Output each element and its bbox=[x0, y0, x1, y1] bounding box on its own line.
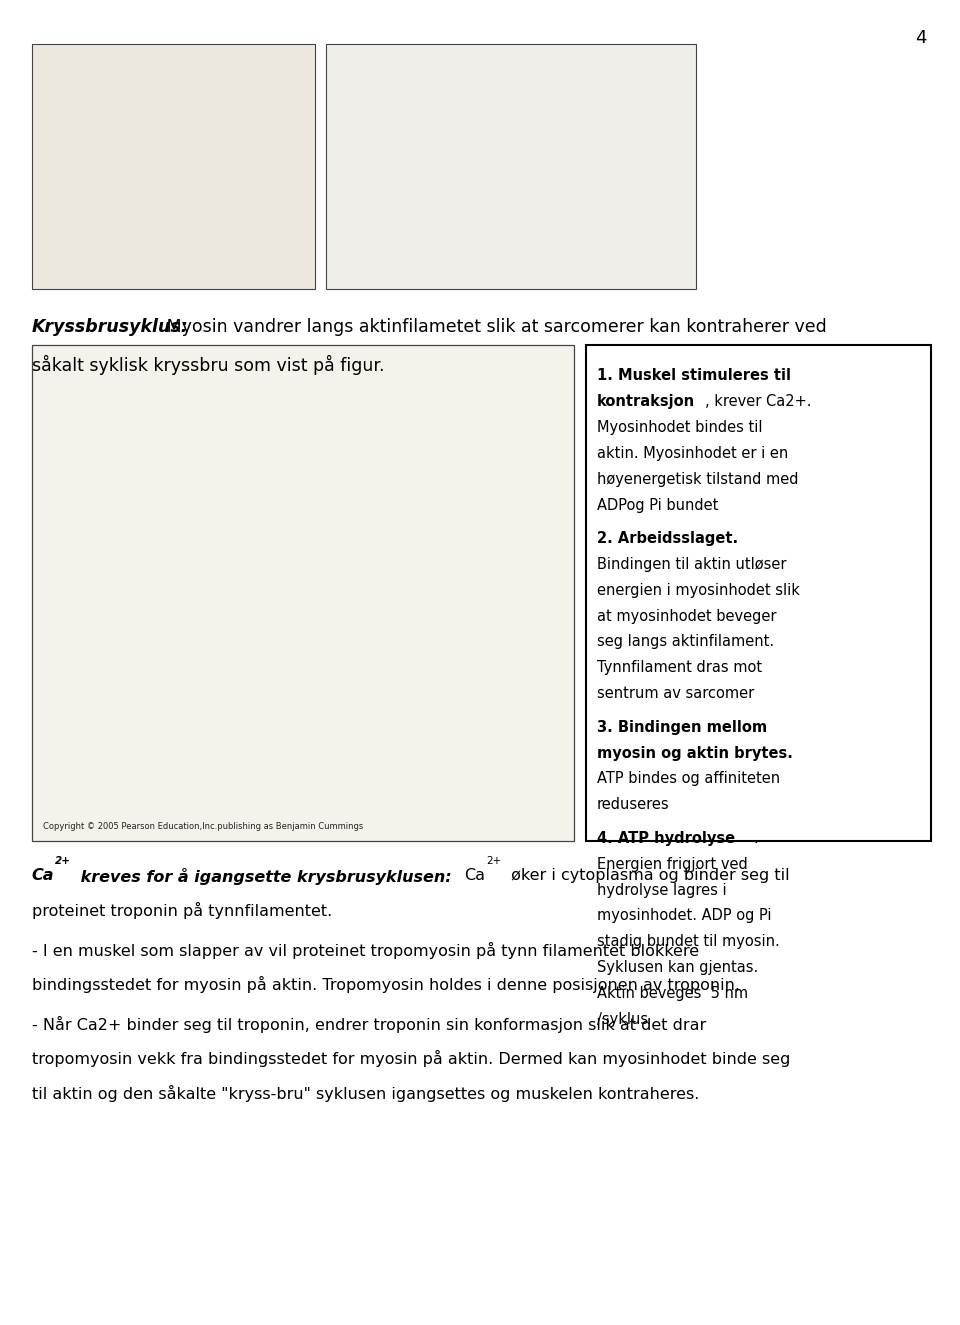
Text: Copyright © 2005 Pearson Education,Inc.publishing as Benjamin Cummings: Copyright © 2005 Pearson Education,Inc.p… bbox=[43, 822, 364, 831]
Text: stadig bundet til myosin.: stadig bundet til myosin. bbox=[597, 934, 780, 949]
Text: sentrum av sarcomer: sentrum av sarcomer bbox=[597, 686, 755, 701]
Text: - Når Ca2+ binder seg til troponin, endrer troponin sin konformasjon slik at det: - Når Ca2+ binder seg til troponin, endr… bbox=[32, 1016, 706, 1034]
Text: 2+: 2+ bbox=[487, 856, 502, 867]
Text: ADPog Pi bundet: ADPog Pi bundet bbox=[597, 497, 718, 513]
Text: 1. Muskel stimuleres til: 1. Muskel stimuleres til bbox=[597, 368, 791, 383]
Text: kreves for å igangsette krysbrusyklusen:: kreves for å igangsette krysbrusyklusen: bbox=[75, 868, 457, 885]
Text: høyenergetisk tilstand med: høyenergetisk tilstand med bbox=[597, 472, 799, 486]
Text: Myosinhodet bindes til: Myosinhodet bindes til bbox=[597, 420, 762, 435]
Text: aktin. Myosinhodet er i en: aktin. Myosinhodet er i en bbox=[597, 445, 788, 461]
Text: energien i myosinhodet slik: energien i myosinhodet slik bbox=[597, 583, 800, 598]
FancyBboxPatch shape bbox=[32, 344, 574, 841]
Text: hydrolyse lagres i: hydrolyse lagres i bbox=[597, 882, 727, 897]
Text: kontraksjon: kontraksjon bbox=[597, 395, 695, 409]
Text: Myosin vandrer langs aktinfilametet slik at sarcomerer kan kontraherer ved: Myosin vandrer langs aktinfilametet slik… bbox=[161, 318, 827, 337]
Text: .: . bbox=[754, 831, 758, 845]
Text: Ca: Ca bbox=[464, 868, 485, 882]
Text: - I en muskel som slapper av vil proteinet tropomyosin på tynn filamentet blokke: - I en muskel som slapper av vil protein… bbox=[32, 942, 699, 959]
Text: ATP bindes og affiniteten: ATP bindes og affiniteten bbox=[597, 771, 780, 787]
Text: seg langs aktinfilament.: seg langs aktinfilament. bbox=[597, 635, 775, 649]
Text: 4: 4 bbox=[915, 29, 926, 48]
Text: /syklus: /syklus bbox=[597, 1012, 648, 1027]
Text: 2+: 2+ bbox=[55, 856, 71, 867]
Text: at myosinhodet beveger: at myosinhodet beveger bbox=[597, 608, 777, 624]
Text: , krever Ca2+.: , krever Ca2+. bbox=[705, 395, 811, 409]
Text: bindingsstedet for myosin på aktin. Tropomyosin holdes i denne posisjonen av tro: bindingsstedet for myosin på aktin. Trop… bbox=[32, 977, 739, 994]
Text: Tynnfilament dras mot: Tynnfilament dras mot bbox=[597, 660, 762, 676]
Text: Aktin beveges  5 nm: Aktin beveges 5 nm bbox=[597, 986, 748, 1000]
Text: Bindingen til aktin utløser: Bindingen til aktin utløser bbox=[597, 556, 786, 572]
Text: Energien frigjort ved: Energien frigjort ved bbox=[597, 857, 748, 872]
Text: 3. Bindingen mellom: 3. Bindingen mellom bbox=[597, 719, 767, 735]
Text: til aktin og den såkalte "kryss-bru" syklusen igangsettes og muskelen kontrahere: til aktin og den såkalte "kryss-bru" syk… bbox=[32, 1085, 699, 1102]
Text: myosinhodet. ADP og Pi: myosinhodet. ADP og Pi bbox=[597, 909, 772, 924]
Text: øker i cytoplasma og binder seg til: øker i cytoplasma og binder seg til bbox=[506, 868, 789, 882]
Text: 4. ATP hydrolyse: 4. ATP hydrolyse bbox=[597, 831, 735, 845]
Text: Kryssbrusyklus:: Kryssbrusyklus: bbox=[32, 318, 188, 337]
Text: Ca: Ca bbox=[32, 868, 54, 882]
Text: reduseres: reduseres bbox=[597, 798, 670, 812]
Text: tropomyosin vekk fra bindingsstedet for myosin på aktin. Dermed kan myosinhodet : tropomyosin vekk fra bindingsstedet for … bbox=[32, 1051, 790, 1068]
FancyBboxPatch shape bbox=[586, 344, 931, 841]
Text: Syklusen kan gjentas.: Syklusen kan gjentas. bbox=[597, 961, 758, 975]
FancyBboxPatch shape bbox=[326, 44, 696, 289]
Text: såkalt syklisk kryssbru som vist på figur.: såkalt syklisk kryssbru som vist på figu… bbox=[32, 355, 384, 375]
FancyBboxPatch shape bbox=[32, 44, 315, 289]
Text: 2. Arbeidsslaget.: 2. Arbeidsslaget. bbox=[597, 531, 738, 546]
Text: proteinet troponin på tynnfilamentet.: proteinet troponin på tynnfilamentet. bbox=[32, 902, 332, 920]
Text: myosin og aktin brytes.: myosin og aktin brytes. bbox=[597, 746, 793, 761]
